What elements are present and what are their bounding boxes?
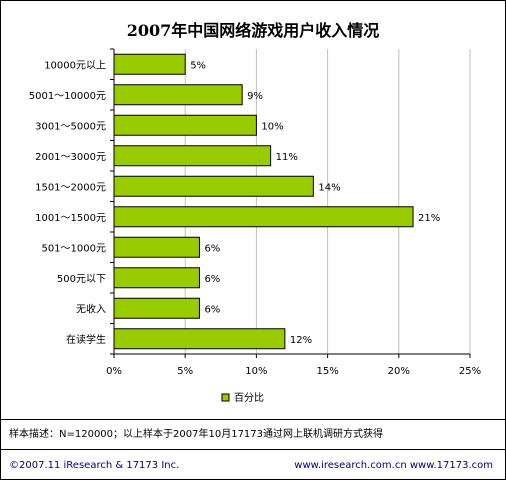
bar xyxy=(113,236,200,258)
category-label: 1001～1500元 xyxy=(35,213,106,224)
chart-title: 2007年中国网络游戏用户收入情况 xyxy=(126,21,380,40)
x-tick-label: 0% xyxy=(106,366,122,377)
footer-copyright: ©2007.11 iResearch & 17173 Inc. xyxy=(9,460,180,471)
bar xyxy=(113,267,200,289)
data-label: 21% xyxy=(418,213,440,224)
category-label: 1501～2000元 xyxy=(35,182,106,193)
data-label: 12% xyxy=(290,335,312,346)
bar xyxy=(113,206,414,228)
sample-note: 样本描述：N=120000；以上样本于2007年10月17173通过网上联机调研… xyxy=(9,429,384,440)
data-label: 10% xyxy=(261,121,283,132)
category-label: 在读学生 xyxy=(66,333,106,346)
category-label: 500元以下 xyxy=(57,274,106,285)
category-label: 3001～5000元 xyxy=(35,121,106,132)
data-label: 14% xyxy=(318,182,340,193)
x-tick-label: 5% xyxy=(177,366,193,377)
data-label: 6% xyxy=(204,243,220,254)
category-label: 501～1000元 xyxy=(41,243,106,254)
bar xyxy=(113,114,257,136)
x-tick-label: 25% xyxy=(459,366,481,377)
category-label: 10000元以上 xyxy=(44,59,106,71)
data-label: 9% xyxy=(247,91,263,102)
legend-swatch xyxy=(221,393,230,402)
x-tick-label: 20% xyxy=(388,366,410,377)
bar xyxy=(113,175,314,197)
category-label: 5001～10000元 xyxy=(29,91,106,102)
category-label: 无收入 xyxy=(76,302,106,315)
data-label: 6% xyxy=(204,274,220,285)
bar xyxy=(113,328,286,350)
note-divider xyxy=(1,419,505,420)
legend-label: 百分比 xyxy=(234,392,264,404)
category-label: 2001～3000元 xyxy=(35,152,106,163)
data-label: 5% xyxy=(190,60,206,71)
data-label: 6% xyxy=(204,304,220,315)
bar xyxy=(113,84,243,106)
bar xyxy=(113,297,200,319)
data-label: 11% xyxy=(276,152,298,163)
bar-chart: 0% 5% 10% 15% 20% 25% 10000元以上 5% 5001～10000元 9% 3… xyxy=(29,48,481,404)
x-tick-label: 15% xyxy=(316,366,338,377)
bar xyxy=(113,145,272,167)
footer-websites: www.iresearch.com.cn www.17173.com xyxy=(294,460,493,471)
x-tick-label: 10% xyxy=(245,366,267,377)
footer-divider xyxy=(1,449,505,450)
bar xyxy=(113,53,186,75)
